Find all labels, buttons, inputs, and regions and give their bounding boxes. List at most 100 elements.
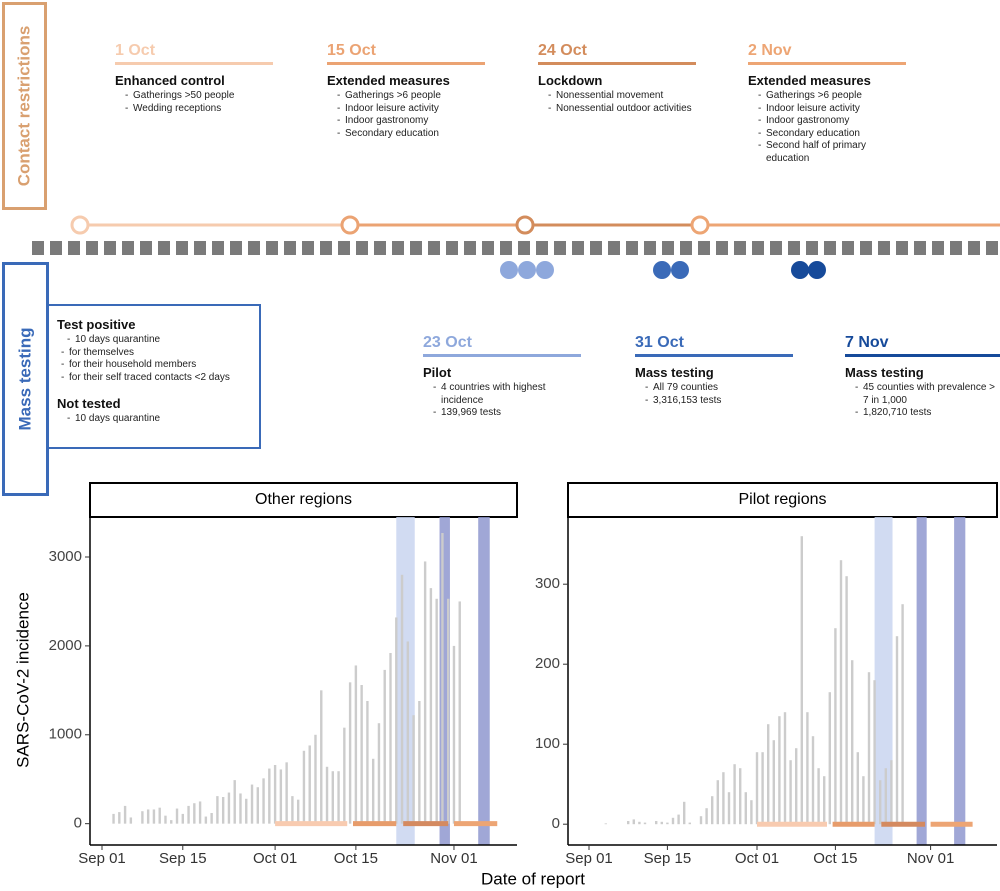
event-item: 4 countries with highest incidence — [423, 382, 581, 407]
event-item: Gatherings >6 people — [327, 90, 485, 103]
rule-subitem: for themselves — [57, 347, 251, 360]
y-tick-label: 300 — [535, 575, 560, 592]
event-items: All 79 counties3,316,153 tests — [635, 382, 793, 407]
bar — [325, 766, 329, 824]
rules-box: Test positive 10 days quarantine for thems… — [47, 304, 261, 449]
bar — [239, 793, 242, 824]
bar — [441, 533, 444, 824]
timeline-node — [340, 215, 360, 235]
event-item: Indoor gastronomy — [748, 115, 906, 128]
panel-header — [567, 482, 998, 518]
bar — [412, 715, 415, 824]
bar — [389, 653, 392, 824]
bar — [233, 780, 236, 824]
event-title: Extended measures — [748, 73, 871, 88]
bar — [360, 685, 363, 824]
bar — [418, 701, 421, 824]
bar — [250, 784, 254, 824]
bar — [739, 768, 742, 825]
bar — [727, 792, 731, 825]
x-tick-label: Oct 15 — [334, 850, 378, 867]
event-date: 2 Nov — [748, 42, 906, 65]
bar — [823, 776, 826, 825]
event-items: 4 countries with highest incidence139,96… — [423, 382, 581, 420]
timeline-node — [690, 215, 710, 235]
bar — [895, 636, 899, 825]
testing-band — [478, 517, 490, 845]
event-item: Gatherings >6 people — [748, 90, 906, 103]
bar — [227, 792, 231, 824]
bar — [767, 724, 770, 825]
bar — [795, 748, 798, 825]
bar — [666, 822, 669, 825]
section-label-box: Mass testing — [2, 262, 49, 496]
rule-items: 10 days quarantine — [57, 413, 251, 426]
testing-band — [396, 517, 415, 845]
testing-band — [439, 517, 450, 845]
event-items: 45 counties with prevalence > 7 in 1,000… — [845, 382, 1000, 420]
x-tick-label: Nov 01 — [430, 850, 478, 867]
rule-title: Test positive — [57, 317, 136, 332]
bar — [688, 822, 691, 825]
event-date: 15 Oct — [327, 42, 485, 65]
bar — [302, 750, 306, 824]
bar — [744, 792, 747, 825]
bar — [778, 716, 781, 825]
section-label: Mass testing — [15, 327, 35, 431]
bar — [221, 797, 225, 824]
bar — [435, 598, 438, 824]
event-title: Lockdown — [538, 73, 603, 88]
bar — [429, 588, 433, 824]
bar — [783, 712, 787, 825]
section-label-box: Contact restrictions — [2, 2, 47, 210]
bar — [193, 803, 196, 824]
event: 31 Oct Mass testing All 79 counties3,316,1… — [635, 334, 793, 407]
bar — [198, 801, 202, 824]
bar — [331, 771, 334, 824]
bar — [170, 820, 173, 824]
bar — [273, 765, 277, 824]
bar — [901, 604, 904, 825]
x-tick-label: Sep 01 — [565, 850, 613, 867]
event-title: Extended measures — [327, 73, 450, 88]
bar — [296, 799, 300, 824]
bar — [884, 768, 887, 825]
bar — [643, 822, 647, 825]
timeline-node — [515, 215, 535, 235]
bar — [152, 809, 156, 824]
bar — [129, 817, 133, 824]
bar — [817, 768, 820, 825]
bar — [867, 672, 871, 825]
test-day-dot — [671, 261, 689, 279]
event-item: Nonessential movement — [538, 90, 696, 103]
test-day-dot — [791, 261, 809, 279]
bar — [268, 768, 271, 824]
panel-title: Other regions — [255, 491, 352, 508]
bar — [604, 823, 607, 825]
bar — [699, 816, 703, 825]
event-items: Gatherings >50 peopleWedding receptions — [115, 90, 273, 115]
bar — [123, 805, 127, 824]
bar — [627, 821, 630, 825]
bar — [395, 617, 398, 824]
bar — [216, 796, 219, 824]
rule-item: 10 days quarantine — [57, 413, 251, 426]
bar — [890, 760, 893, 825]
bar — [856, 752, 859, 825]
bar — [711, 796, 714, 825]
event-item: Indoor leisure activity — [327, 103, 485, 116]
bar — [750, 800, 753, 825]
y-tick-label: 100 — [535, 735, 560, 752]
x-tick-label: Oct 01 — [735, 850, 779, 867]
event-item: Nonessential outdoor activities — [538, 103, 696, 116]
section-label: Contact restrictions — [14, 25, 34, 187]
test-day-dot — [536, 261, 554, 279]
bar — [371, 758, 375, 824]
event: 24 Oct Lockdown Nonessential movementNones… — [538, 42, 696, 115]
event-item: Wedding receptions — [115, 103, 273, 116]
event-date: 24 Oct — [538, 42, 696, 65]
event-date: 1 Oct — [115, 42, 273, 65]
event-date: 7 Nov — [845, 334, 1000, 357]
testing-band — [874, 517, 893, 845]
